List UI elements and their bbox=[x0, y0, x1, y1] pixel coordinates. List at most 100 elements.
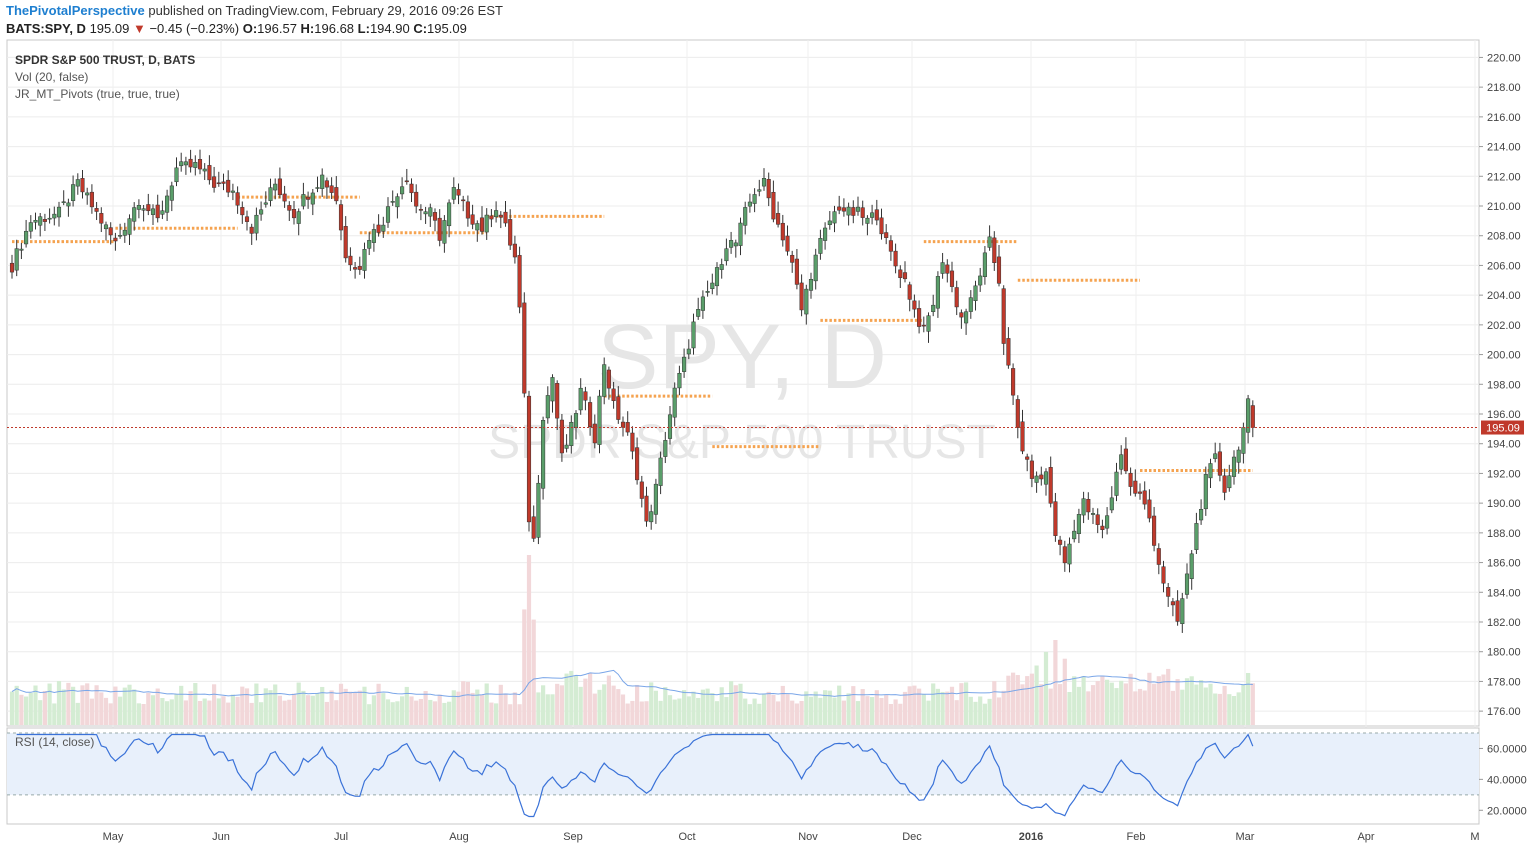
time-axis[interactable]: May Jun Jul Aug Sep Oct Nov Dec 2016 Feb Mar Apr M bbox=[103, 831, 1480, 843]
volume-bar bbox=[597, 689, 602, 725]
close-value: 195.09 bbox=[427, 21, 467, 36]
volume-bar bbox=[94, 685, 99, 725]
volume-bar bbox=[1222, 685, 1227, 725]
author-link[interactable]: ThePivotalPerspective bbox=[6, 3, 145, 18]
candle-body bbox=[921, 324, 926, 327]
volume-bar bbox=[71, 686, 76, 725]
y-tick-label: 200.00 bbox=[1487, 350, 1521, 362]
rsi-legend[interactable]: RSI (14, close) bbox=[15, 735, 95, 749]
volume-bar bbox=[531, 619, 536, 725]
candle-body bbox=[677, 373, 682, 389]
volume-bar bbox=[526, 555, 532, 725]
volume-bar bbox=[423, 691, 428, 725]
candle-body bbox=[400, 186, 405, 195]
price-pane[interactable] bbox=[6, 39, 1480, 727]
candle-body bbox=[71, 184, 76, 201]
volume-bar bbox=[992, 681, 997, 725]
candle-body bbox=[28, 222, 33, 232]
candle-body bbox=[1067, 543, 1072, 565]
candle-body bbox=[127, 218, 132, 235]
volume-bar bbox=[52, 703, 57, 725]
price-axis[interactable]: 220.00 218.00 216.00 214.00 212.00 210.00 208.… bbox=[1479, 52, 1521, 718]
x-tick-label: Aug bbox=[449, 831, 469, 843]
x-tick-label: 2016 bbox=[1019, 831, 1043, 843]
candle-body bbox=[1147, 499, 1152, 519]
volume-bar bbox=[1142, 690, 1147, 725]
candle-body bbox=[978, 275, 983, 286]
series-title[interactable]: SPDR S&P 500 TRUST, D, BATS bbox=[15, 53, 196, 67]
candle-body bbox=[1095, 514, 1100, 525]
volume-bar bbox=[555, 683, 560, 725]
volume-bar bbox=[1015, 675, 1020, 725]
candle-body bbox=[47, 217, 52, 220]
volume-bar bbox=[691, 691, 696, 725]
volume-bar bbox=[1147, 672, 1152, 725]
volume-bar bbox=[146, 692, 151, 725]
volume-bar bbox=[1246, 672, 1251, 725]
candle-body bbox=[1231, 456, 1237, 477]
candle-body bbox=[1072, 530, 1077, 540]
volume-bar bbox=[277, 695, 282, 725]
candle-body bbox=[1137, 491, 1143, 494]
candle-body bbox=[804, 288, 809, 315]
candle-body bbox=[362, 249, 367, 271]
volume-bar bbox=[616, 689, 621, 725]
candle-body bbox=[216, 182, 221, 185]
candle-body bbox=[583, 391, 588, 401]
volume-bar bbox=[418, 698, 423, 725]
volume-bar bbox=[357, 690, 362, 725]
volume-bar bbox=[672, 699, 677, 725]
volume-bar bbox=[1166, 668, 1171, 725]
volume-bar bbox=[28, 692, 33, 725]
candle-body bbox=[1222, 475, 1227, 493]
volume-bar bbox=[926, 700, 931, 725]
candle-body bbox=[273, 183, 278, 191]
candle-body bbox=[968, 297, 973, 312]
candle-body bbox=[38, 216, 43, 226]
y-tick-label: 208.00 bbox=[1487, 231, 1521, 243]
volume-bar bbox=[155, 688, 160, 725]
candle-body bbox=[193, 162, 198, 168]
candle-body bbox=[700, 296, 705, 311]
candle-body bbox=[489, 215, 494, 220]
pivots-legend[interactable]: JR_MT_Pivots (true, true, true) bbox=[15, 87, 180, 101]
candle-body bbox=[931, 304, 936, 312]
candle-body bbox=[221, 181, 226, 184]
y-tick-label: 218.00 bbox=[1487, 82, 1521, 94]
candle-body bbox=[66, 202, 71, 207]
candle-body bbox=[1062, 546, 1067, 564]
volume-bar bbox=[959, 683, 964, 725]
candle-body bbox=[503, 211, 508, 224]
volume-bar bbox=[884, 695, 889, 725]
volume-bar bbox=[602, 684, 607, 725]
volume-bar bbox=[663, 687, 668, 725]
candle-body bbox=[1114, 471, 1119, 496]
y-tick-label: 178.00 bbox=[1487, 676, 1521, 688]
candle-body bbox=[254, 214, 259, 234]
candle-body bbox=[141, 208, 146, 211]
volume-bar bbox=[338, 683, 344, 725]
down-triangle-icon: ▼ bbox=[132, 21, 146, 36]
y-tick-label: 220.00 bbox=[1487, 52, 1521, 64]
volume-bar bbox=[705, 688, 710, 725]
volume-bar bbox=[320, 686, 325, 725]
last-price: 195.09 bbox=[89, 21, 130, 36]
candle-body bbox=[1133, 480, 1138, 494]
candle-body bbox=[1180, 598, 1185, 625]
candle-body bbox=[912, 300, 917, 310]
candle-body bbox=[658, 457, 663, 486]
candle-body bbox=[169, 185, 174, 201]
volume-legend[interactable]: Vol (20, false) bbox=[15, 70, 89, 84]
candle-body bbox=[874, 209, 879, 221]
candle-body bbox=[1128, 472, 1133, 487]
volume-bar bbox=[658, 700, 663, 725]
candle-body bbox=[291, 209, 297, 219]
symbol-label[interactable]: BATS:SPY, D bbox=[6, 21, 86, 36]
volume-bar bbox=[38, 700, 43, 725]
candle-body bbox=[851, 207, 856, 216]
candle-body bbox=[902, 272, 908, 280]
candle-body bbox=[823, 227, 828, 241]
volume-bar bbox=[874, 690, 879, 725]
volume-bar bbox=[479, 694, 485, 725]
